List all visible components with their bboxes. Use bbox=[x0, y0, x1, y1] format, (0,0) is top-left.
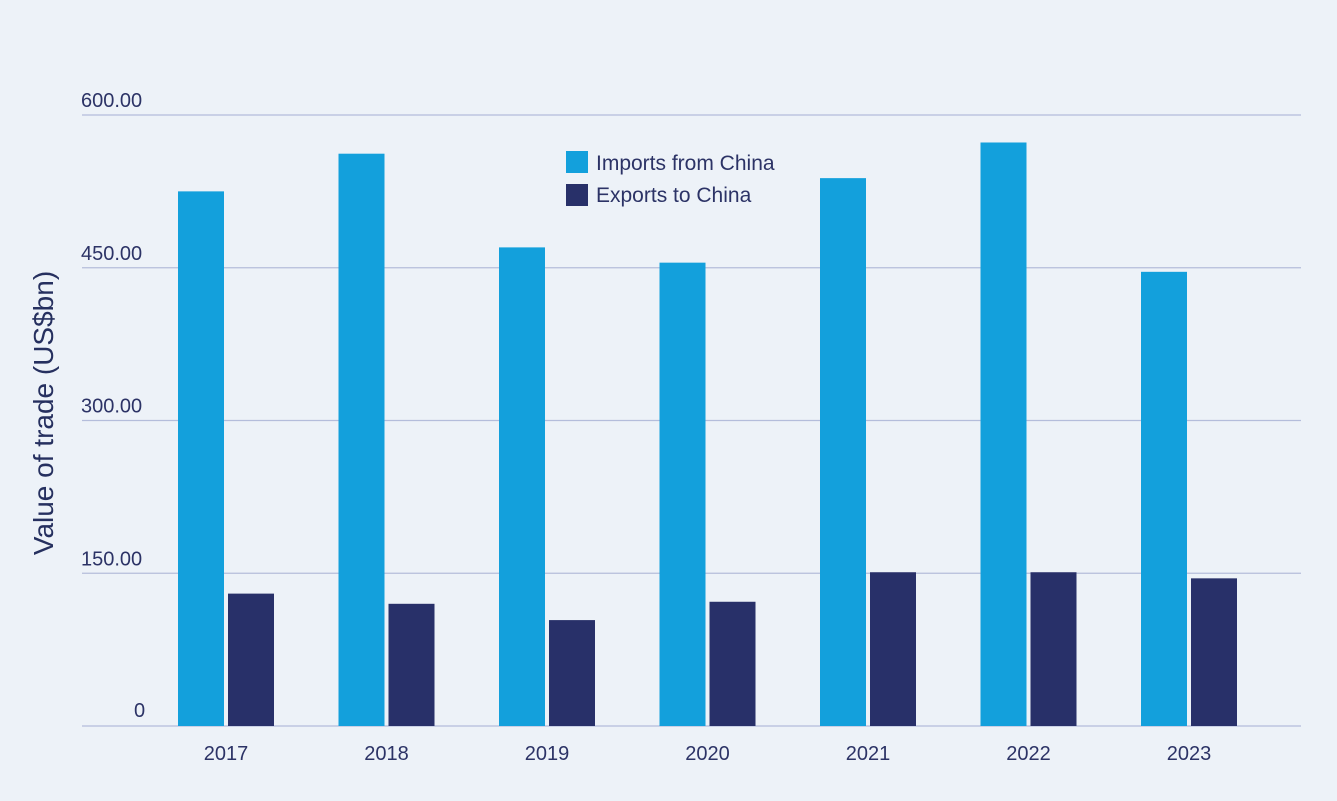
bar-exports-2022 bbox=[1030, 572, 1077, 726]
y-tick-label-0: 0 bbox=[134, 700, 145, 722]
legend: Imports from China Exports to China bbox=[566, 151, 775, 207]
x-tick-label-2021: 2021 bbox=[846, 743, 891, 765]
x-tick-label-2019: 2019 bbox=[525, 743, 570, 765]
bar-imports-2017 bbox=[178, 191, 224, 726]
y-tick-label-600: 600.00 bbox=[81, 90, 142, 112]
bar-imports-2022 bbox=[980, 142, 1027, 726]
x-tick-label-2023: 2023 bbox=[1167, 743, 1212, 765]
bar-imports-2018 bbox=[338, 153, 385, 727]
bar-exports-2020 bbox=[709, 601, 756, 726]
bars-layer bbox=[178, 142, 1237, 727]
y-axis-label: Value of trade (US$bn) bbox=[28, 271, 59, 555]
x-tick-label-2022: 2022 bbox=[1006, 743, 1051, 765]
y-tick-label-450: 450.00 bbox=[81, 243, 142, 265]
bar-imports-2023 bbox=[1141, 271, 1187, 726]
x-axis: 2017 2018 2019 2020 2021 2022 2023 bbox=[204, 743, 1212, 765]
bar-exports-2021 bbox=[870, 572, 916, 726]
bar-exports-2019 bbox=[549, 620, 595, 726]
y-tick-label-300: 300.00 bbox=[81, 396, 142, 418]
y-tick-label-150: 150.00 bbox=[81, 548, 142, 570]
bar-exports-2017 bbox=[228, 593, 274, 726]
x-tick-label-2018: 2018 bbox=[364, 743, 409, 765]
bar-exports-2018 bbox=[388, 603, 435, 726]
bar-imports-2019 bbox=[499, 247, 545, 726]
legend-swatch-imports bbox=[566, 151, 588, 173]
bar-imports-2021 bbox=[820, 178, 866, 727]
bar-exports-2023 bbox=[1191, 578, 1237, 726]
legend-swatch-exports bbox=[566, 184, 588, 206]
bar-imports-2020 bbox=[659, 262, 706, 726]
x-tick-label-2017: 2017 bbox=[204, 743, 249, 765]
legend-label-exports: Exports to China bbox=[596, 184, 752, 207]
legend-label-imports: Imports from China bbox=[596, 152, 775, 175]
x-tick-label-2020: 2020 bbox=[685, 743, 730, 765]
